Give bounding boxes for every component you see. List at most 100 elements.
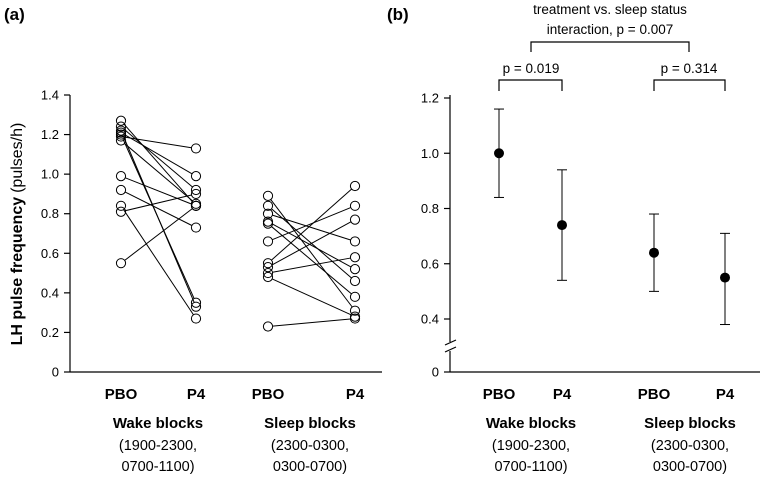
panel-a-wake-pbo-point bbox=[115, 206, 127, 217]
panel-a-label: (a) bbox=[4, 5, 25, 24]
panel-b-mean-point bbox=[720, 272, 730, 283]
panel-a-sleep-p4-point bbox=[349, 236, 361, 247]
panel-a-wake-pbo-point bbox=[115, 115, 127, 126]
y-axis-label-main: LH pulse frequency bbox=[9, 197, 26, 346]
panel-a-wake-p4-point bbox=[190, 184, 202, 196]
y-axis-label-units: (pulses/h) bbox=[9, 123, 26, 193]
panel-a-wake-pair-line bbox=[125, 194, 192, 212]
panel-a-sleep-pair-line bbox=[272, 214, 351, 241]
panel-a-sleep-pbo-point bbox=[262, 190, 274, 202]
panel-a-wake-pair-line bbox=[123, 123, 194, 203]
panel-a-sleep-p4-point bbox=[349, 305, 361, 316]
panel-a-ytick-label: 0.8 bbox=[41, 206, 59, 221]
panel-a-wake-pair-line bbox=[125, 177, 192, 205]
panel-a-sleep-p4-point bbox=[349, 200, 361, 211]
panel-a-wake-pbo-point bbox=[115, 200, 127, 211]
panel-a-wake-p4-point bbox=[190, 171, 202, 182]
panel-a-wake-pbo-point bbox=[115, 135, 127, 146]
panel-b-ytick-label: 0.6 bbox=[421, 256, 439, 271]
panel-a-sleep-pair-line bbox=[271, 226, 352, 295]
panel-b-mean-point bbox=[649, 247, 659, 258]
panel-a-group-wake-line1: (1900-2300, bbox=[119, 438, 197, 454]
panel-a-group-wake-title: Wake blocks bbox=[113, 415, 203, 432]
panel-a-sleep-p4-point bbox=[349, 252, 361, 263]
panel-b-group-wake-line1: (1900-2300, bbox=[492, 438, 570, 454]
panel-b-group-wake-line2: 0700-1100) bbox=[494, 459, 567, 475]
panel-a-plot: 0 0.2 0.4 0.6 0.8 1.0 1.2 1.4 PBO P4 PBO P4 Wak… bbox=[41, 88, 382, 475]
panel-a-ytick-label: 1.2 bbox=[41, 127, 59, 142]
panel-a-group-sleep-line1: (2300-0300, bbox=[271, 438, 349, 454]
panel-a-sleep-pbo-point bbox=[262, 262, 274, 273]
panel-a-cat-wake-p4: P4 bbox=[187, 386, 206, 403]
panel-b-axis-break-mark-2 bbox=[444, 346, 457, 353]
panel-a-wake-pair-line bbox=[124, 208, 193, 261]
panel-a-wake-p4-point bbox=[190, 297, 202, 308]
panel-a-pair-lines bbox=[122, 123, 353, 327]
panel-a-sleep-p4-point bbox=[349, 275, 361, 287]
panel-b-mean-point bbox=[557, 220, 567, 231]
panel-a-ytick-label: 1.4 bbox=[41, 88, 59, 103]
panel-a-sleep-pbo-point bbox=[262, 321, 274, 332]
panel-a-sleep-pbo-point bbox=[262, 267, 274, 279]
panel-a-sleep-pair-line bbox=[271, 188, 352, 261]
bracket-sleep bbox=[653, 79, 726, 91]
panel-a-sleep-pair-line bbox=[272, 257, 351, 273]
panel-b-ytick-label: 0 bbox=[432, 365, 439, 380]
panel-a-sleep-pbo-point bbox=[262, 258, 274, 269]
panel-a-sleep-p4-point bbox=[349, 214, 361, 225]
y-axis-label: LH pulse frequency (pulses/h) bbox=[9, 123, 26, 346]
panel-b-plot: 0 0.4 0.6 0.8 1.0 1.2 p = 0.019 p = 0.314 tre… bbox=[421, 2, 760, 475]
panel-a-ytick-label: 0.4 bbox=[41, 285, 59, 300]
panel-b-axis-break-mark-1 bbox=[444, 339, 457, 346]
panel-a-sleep-p4-point bbox=[349, 264, 361, 275]
panel-b-y-ticks: 0 0.4 0.6 0.8 1.0 1.2 bbox=[421, 91, 450, 380]
panel-a-sleep-pbo-point bbox=[262, 236, 274, 247]
panel-a-wake-p4-point bbox=[190, 222, 202, 233]
panel-a-wake-pbo-point bbox=[115, 171, 127, 182]
panel-a-sleep-pair-line bbox=[272, 318, 351, 327]
panel-a-cat-wake-pbo: PBO bbox=[105, 386, 138, 403]
panel-a-sleep-pbo-point bbox=[262, 200, 274, 211]
panel-a-wake-pair-line bbox=[124, 191, 193, 226]
bracket-interaction bbox=[530, 41, 690, 52]
panel-a-sleep-pbo-point bbox=[262, 218, 274, 229]
panel-a-sleep-p4-point bbox=[349, 291, 361, 302]
panel-a-sleep-pair-line bbox=[271, 278, 352, 316]
panel-a-wake-pbo-point bbox=[115, 258, 127, 269]
bracket-wake bbox=[498, 79, 563, 91]
panel-b-ytick-label: 1.0 bbox=[421, 146, 439, 161]
panel-a-wake-pbo-point bbox=[115, 184, 127, 196]
panel-a-ytick-label: 0 bbox=[52, 365, 59, 380]
panel-b-group-sleep-title: Sleep blocks bbox=[644, 415, 736, 432]
panel-b-group-wake-title: Wake blocks bbox=[486, 415, 576, 432]
panel-a-sleep-pair-line bbox=[270, 199, 353, 308]
panel-b-ytick-label: 0.4 bbox=[421, 312, 439, 327]
panel-a-sleep-pbo-point bbox=[262, 271, 274, 283]
panel-b-group-sleep-line1: (2300-0300, bbox=[651, 438, 729, 454]
interaction-line2: interaction, p = 0.007 bbox=[547, 22, 673, 37]
panel-a-wake-pbo-point bbox=[115, 121, 127, 132]
interaction-line1: treatment vs. sleep status bbox=[533, 2, 687, 17]
panel-a-ytick-label: 1.0 bbox=[41, 167, 59, 182]
panel-a-group-sleep-line2: 0300-0700) bbox=[273, 459, 347, 475]
panel-a-ytick-label: 0.6 bbox=[41, 246, 59, 261]
panel-a-wake-p4-point bbox=[190, 313, 202, 324]
panel-a-group-wake-line2: 0700-1100) bbox=[121, 459, 194, 475]
panel-a-wake-pair-line bbox=[123, 209, 194, 316]
panel-b-cat-sleep-p4: P4 bbox=[716, 386, 735, 403]
panel-a-cat-sleep-p4: P4 bbox=[346, 386, 365, 403]
panel-a-sleep-pair-line bbox=[271, 223, 352, 268]
panel-a-sleep-pbo-point bbox=[262, 208, 274, 219]
panel-b-means bbox=[494, 108, 730, 326]
wake-p-value: p = 0.019 bbox=[503, 61, 560, 76]
panel-a-wake-pair-line bbox=[122, 138, 195, 299]
panel-b-group-sleep-line2: 0300-0700) bbox=[653, 459, 727, 475]
panel-a-ytick-label: 0.2 bbox=[41, 325, 59, 340]
panel-a-wake-p4-point bbox=[190, 301, 202, 312]
panel-b-ytick-label: 1.2 bbox=[421, 91, 439, 106]
panel-b-mean-point bbox=[494, 148, 504, 159]
panel-a-sleep-p4-point bbox=[349, 180, 361, 192]
panel-a-group-sleep-title: Sleep blocks bbox=[264, 415, 356, 432]
sleep-p-value: p = 0.314 bbox=[661, 61, 718, 76]
